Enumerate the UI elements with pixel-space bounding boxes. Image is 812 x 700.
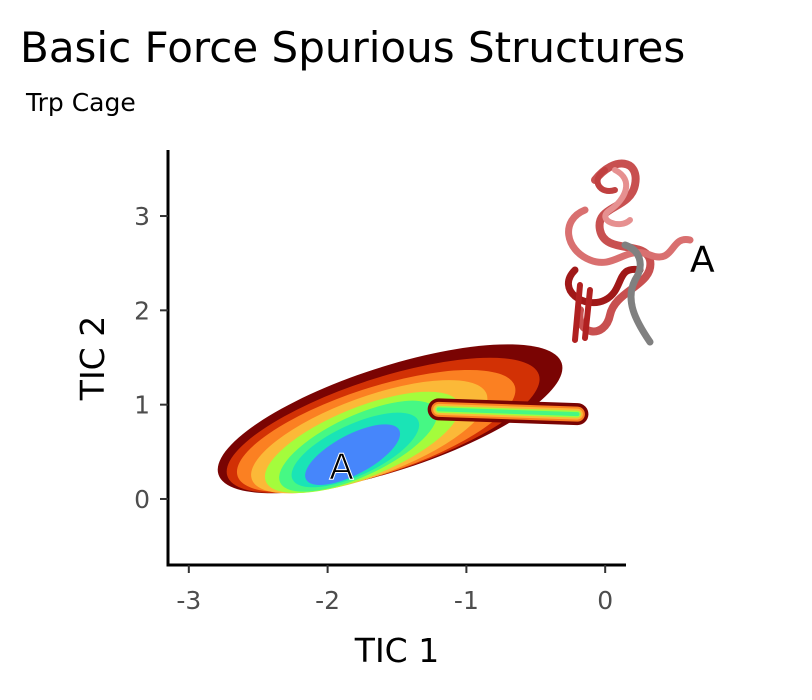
x-tick-label: 0	[597, 586, 613, 615]
chart-subtitle: Trp Cage	[26, 88, 136, 117]
x-axis-title: TIC 1	[354, 631, 439, 670]
y-tick-label: 1	[134, 391, 150, 420]
y-axis-title: TIC 2	[73, 316, 112, 401]
annotation-label: A	[690, 239, 715, 280]
x-tick-label: -3	[176, 586, 201, 615]
x-tick-label: -1	[454, 586, 479, 615]
y-axis-ticks: 0 1 2 3	[134, 202, 168, 514]
y-tick-label: 2	[134, 296, 150, 325]
density-heatmap	[217, 344, 589, 494]
chart-annotations: AA	[329, 239, 715, 488]
y-tick-label: 0	[134, 485, 150, 514]
protein-structure-inset	[565, 159, 694, 346]
density-tail-5	[436, 407, 580, 417]
x-tick-label: -2	[315, 586, 340, 615]
annotation-label: A	[329, 447, 354, 488]
y-tick-label: 3	[134, 202, 150, 231]
chart-title: Basic Force Spurious Structures	[20, 23, 686, 72]
x-axis-ticks: -3 -2 -1 0	[176, 565, 613, 615]
density-level-8	[305, 424, 401, 485]
